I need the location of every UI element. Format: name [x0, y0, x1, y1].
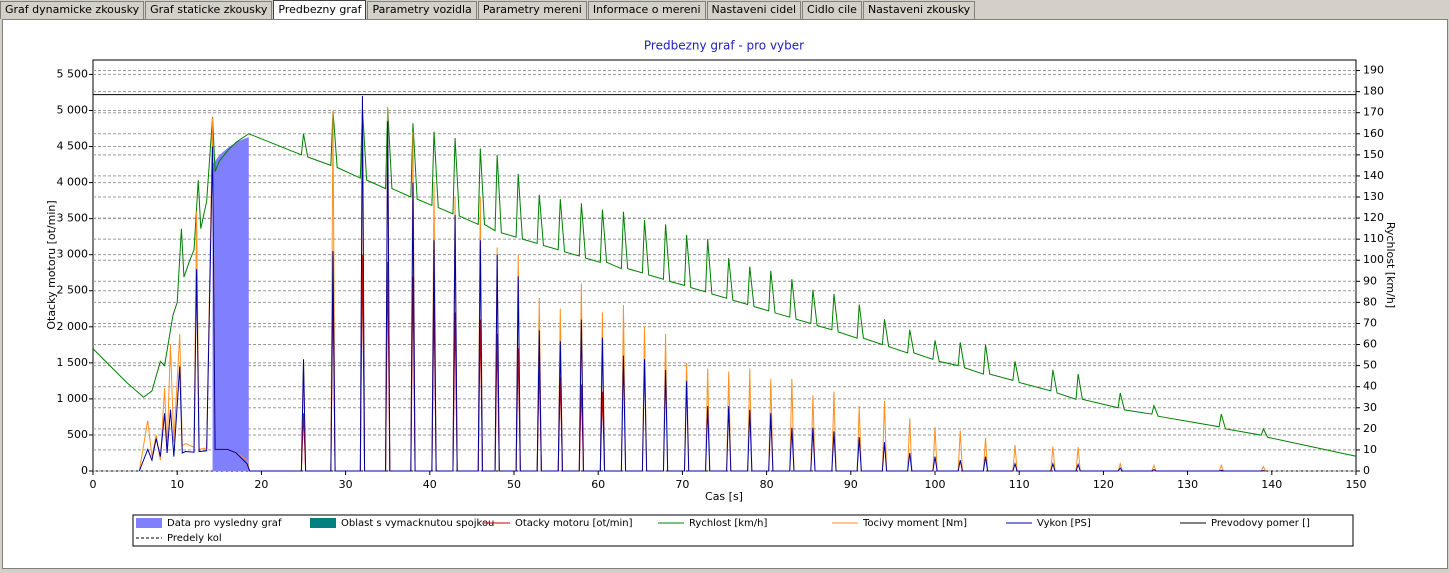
y2-tick-label: 0	[1363, 464, 1370, 477]
tab[interactable]: Nastaveni zkousky	[862, 1, 976, 19]
x-tick-label: 130	[1177, 478, 1198, 491]
y2-tick-label: 50	[1363, 359, 1377, 372]
legend-swatch	[310, 518, 336, 528]
legend-label: Tocivy moment [Nm]	[862, 518, 967, 529]
tab[interactable]: Graf staticke zkousky	[145, 1, 273, 19]
tab[interactable]: Parametry mereni	[477, 1, 587, 19]
y2-tick-label: 150	[1363, 148, 1384, 161]
legend-label: Predely kol	[167, 533, 222, 544]
x-tick-label: 80	[760, 478, 774, 491]
tab[interactable]: Predbezny graf	[273, 0, 367, 19]
y2-tick-label: 130	[1363, 190, 1384, 203]
x-tick-label: 30	[339, 478, 353, 491]
y2-tick-label: 90	[1363, 274, 1377, 287]
y2-tick-label: 190	[1363, 64, 1384, 77]
x-tick-label: 40	[423, 478, 437, 491]
tab[interactable]: Graf dynamicke zkousky	[0, 1, 145, 19]
y-tick-label: 4 000	[57, 176, 89, 189]
y2-tick-label: 100	[1363, 253, 1384, 266]
y-tick-label: 1 000	[57, 392, 89, 405]
legend-label: Data pro vysledny graf	[167, 518, 282, 529]
x-tick-label: 70	[675, 478, 689, 491]
y2-tick-label: 70	[1363, 316, 1377, 329]
x-tick-label: 20	[254, 478, 268, 491]
plot	[92, 94, 1357, 472]
x-tick-label: 10	[170, 478, 184, 491]
x-tick-label: 140	[1261, 478, 1282, 491]
y2-tick-label: 40	[1363, 380, 1377, 393]
tab[interactable]: Cidlo cile	[802, 1, 862, 19]
x-tick-label: 0	[90, 478, 97, 491]
y-tick-label: 2 000	[57, 320, 89, 333]
legend-label: Rychlost [km/h]	[689, 518, 768, 529]
y2-tick-label: 180	[1363, 85, 1384, 98]
legend-label: Otacky motoru [ot/min]	[515, 518, 633, 529]
tab[interactable]: Informace o mereni	[587, 1, 706, 19]
y-tick-label: 3 000	[57, 248, 89, 261]
y-tick-label: 2 500	[57, 284, 89, 297]
y2-tick-label: 10	[1363, 443, 1377, 456]
legend-box	[132, 514, 1354, 547]
x-axis-title: Cas [s]	[705, 490, 743, 503]
y2-tick-label: 170	[1363, 106, 1384, 119]
y2-tick-label: 80	[1363, 295, 1377, 308]
y2-axis-title: Rychlost [km/h]	[1384, 222, 1397, 308]
x-tick-label: 50	[507, 478, 521, 491]
tab[interactable]: Parametry vozidla	[367, 1, 477, 19]
series-line	[138, 96, 1266, 472]
y-tick-label: 3 500	[57, 212, 89, 225]
x-tick-label: 90	[844, 478, 858, 491]
y-tick-label: 0	[81, 464, 88, 477]
series-line	[92, 108, 1357, 457]
y2-tick-label: 160	[1363, 127, 1384, 140]
y-tick-label: 4 500	[57, 140, 89, 153]
x-tick-label: 60	[591, 478, 605, 491]
y2-tick-label: 120	[1363, 211, 1384, 224]
x-tick-label: 110	[1009, 478, 1030, 491]
legend-label: Vykon [PS]	[1037, 518, 1091, 529]
y2-tick-label: 30	[1363, 401, 1377, 414]
y2-tick-label: 140	[1363, 169, 1384, 182]
x-tick-label: 120	[1093, 478, 1114, 491]
chart-title: Predbezny graf - pro vyber	[644, 39, 804, 53]
tab-bar: Graf dynamicke zkousky Graf staticke zkou…	[0, 0, 976, 19]
y-tick-label: 1 500	[57, 356, 89, 369]
y-axis-title: Otacky motoru [ot/min]	[45, 200, 58, 329]
y-tick-label: 5 500	[57, 67, 89, 80]
y-tick-label: 500	[67, 428, 88, 441]
series-area	[212, 137, 249, 471]
tab[interactable]: Nastaveni cidel	[706, 1, 802, 19]
grid	[93, 70, 1356, 472]
legend-swatch	[136, 518, 162, 528]
x-tick-label: 100	[925, 478, 946, 491]
y2-tick-label: 110	[1363, 232, 1384, 245]
series-line	[138, 99, 1266, 472]
y-tick-label: 5 000	[57, 103, 89, 116]
y2-tick-label: 20	[1363, 422, 1377, 435]
legend-label: Oblast s vymacknutou spojkou	[341, 518, 494, 529]
plot-frame	[92, 59, 1357, 472]
x-tick-label: 150	[1346, 478, 1367, 491]
y2-tick-label: 60	[1363, 338, 1377, 351]
legend-label: Prevodovy pomer []	[1211, 518, 1310, 529]
